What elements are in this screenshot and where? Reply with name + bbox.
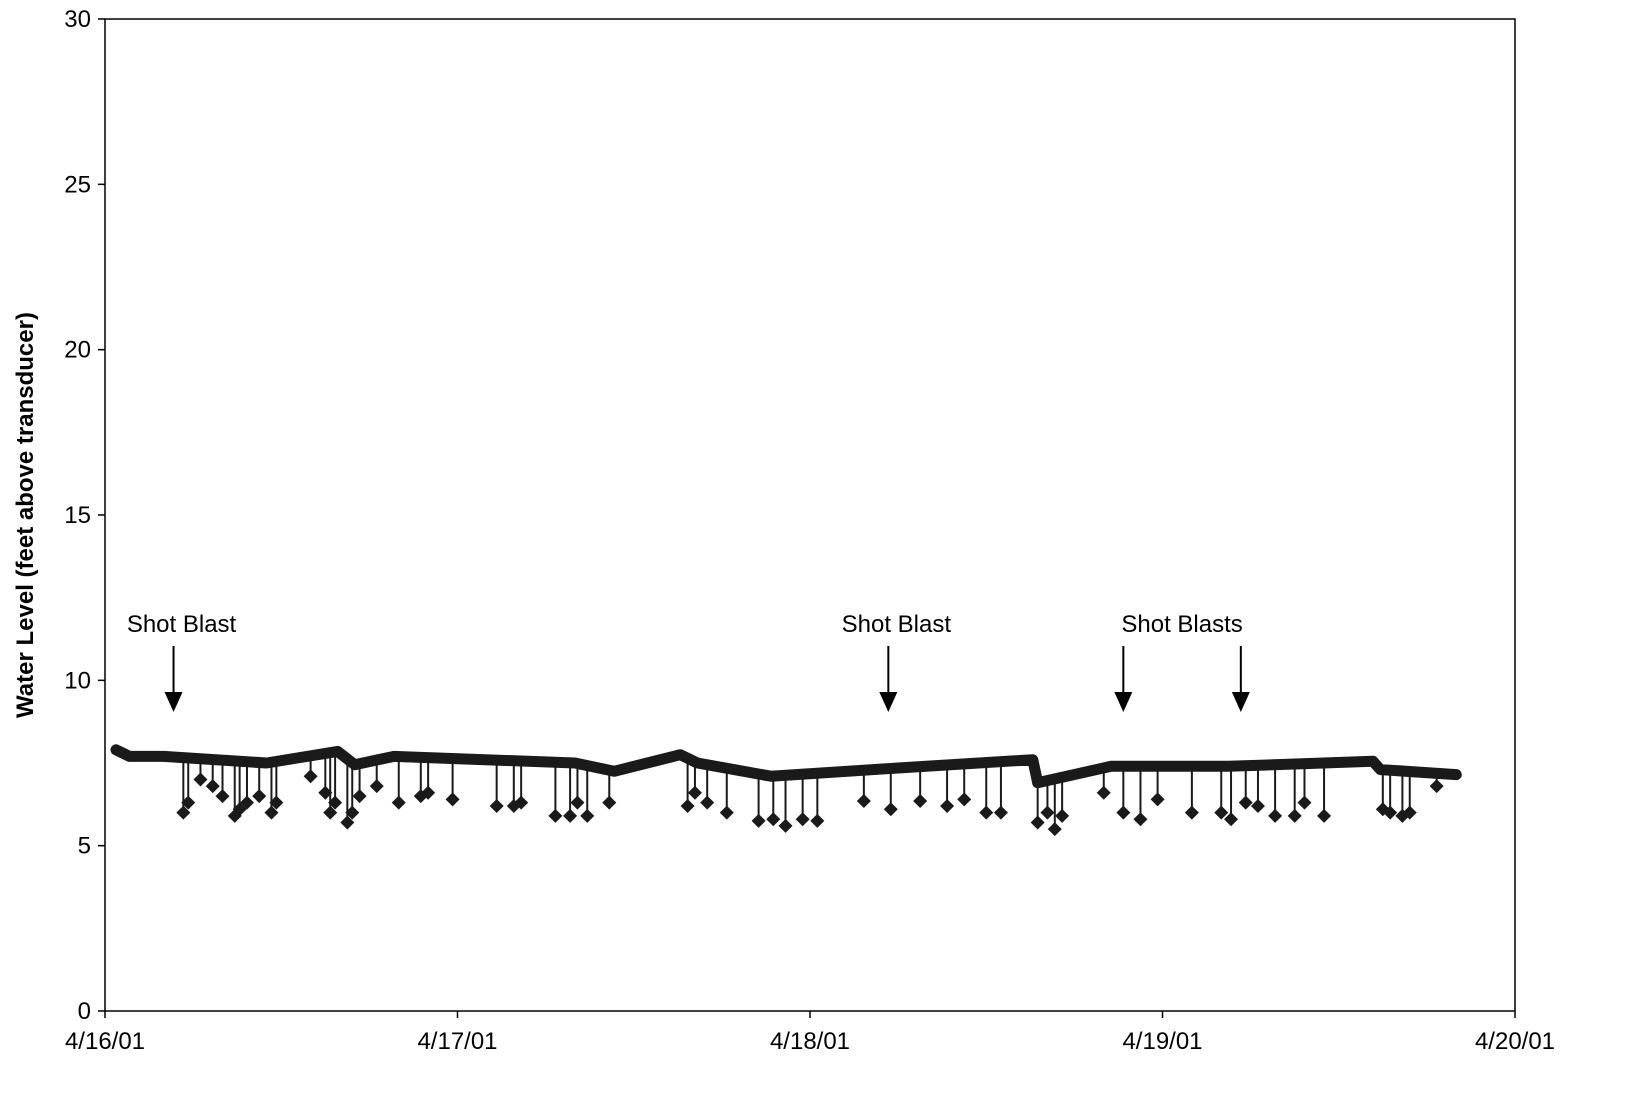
data-point-marker (1150, 792, 1165, 807)
data-point-marker (1224, 812, 1239, 827)
data-point-marker (883, 802, 898, 817)
data-point-marker (570, 795, 585, 810)
x-tick-label: 4/20/01 (1475, 1028, 1555, 1055)
data-point-marker (1383, 805, 1398, 820)
annotation-label: Shot Blasts (1121, 611, 1242, 638)
data-point-marker (580, 808, 595, 823)
data-point-marker (957, 792, 972, 807)
data-point-marker (810, 813, 825, 828)
data-point-marker (1055, 808, 1070, 823)
y-axis-title: Water Level (feet above transducer) (12, 312, 39, 718)
data-point-marker (1030, 815, 1045, 830)
data-point-marker (193, 772, 208, 787)
data-point-marker (1297, 795, 1312, 810)
water-level-series (110, 744, 1462, 837)
data-point-marker (269, 795, 284, 810)
data-point-marker (687, 785, 702, 800)
data-point-marker (176, 805, 191, 820)
data-point-marker (369, 779, 384, 794)
data-point-marker (1238, 795, 1253, 810)
data-point-marker (1047, 822, 1062, 837)
data-point-marker (795, 812, 810, 827)
y-tick-label: 20 (64, 337, 91, 364)
annotation-arrow-head (879, 692, 898, 712)
data-point-marker (421, 785, 436, 800)
water-level-line (110, 744, 1462, 789)
annotation-label: Shot Blast (127, 611, 237, 638)
data-point-marker (602, 795, 617, 810)
data-point-marker (719, 805, 734, 820)
data-point-marker (345, 805, 360, 820)
y-tick-label: 5 (78, 833, 91, 860)
y-tick-label: 15 (64, 502, 91, 529)
data-point-marker (1317, 808, 1332, 823)
data-point-marker (751, 813, 766, 828)
data-point-marker (445, 792, 460, 807)
annotation-arrow-head (1231, 692, 1250, 712)
x-tick-label: 4/16/01 (65, 1028, 145, 1055)
x-tick-label: 4/17/01 (417, 1028, 497, 1055)
data-point-marker (264, 805, 279, 820)
data-point-marker (239, 795, 254, 810)
annotations: Shot Blast Shot Blast Shot Blasts (127, 611, 1250, 712)
data-point-marker (328, 795, 343, 810)
data-point-marker (340, 815, 355, 830)
data-point-marker (318, 785, 333, 800)
data-point-marker (913, 794, 928, 809)
x-tick-label: 4/18/01 (770, 1028, 850, 1055)
data-point-marker (514, 795, 529, 810)
data-point-marker (680, 798, 695, 813)
x-tick-label: 4/19/01 (1122, 1028, 1202, 1055)
data-point-marker (1268, 808, 1283, 823)
data-point-marker (856, 794, 871, 809)
plot-area-frame (104, 18, 1516, 1012)
data-point-marker (252, 789, 267, 804)
y-tick-label: 30 (64, 6, 91, 33)
data-point-marker (323, 805, 338, 820)
data-point-marker (205, 779, 220, 794)
data-point-marker (548, 808, 563, 823)
data-point-marker (563, 808, 578, 823)
data-point-marker (215, 789, 230, 804)
annotation-arrow-head (1114, 692, 1133, 712)
data-point-marker (352, 789, 367, 804)
data-point-marker (1402, 805, 1417, 820)
data-point-marker (1287, 808, 1302, 823)
data-point-marker (1133, 812, 1148, 827)
data-point-marker (1429, 779, 1444, 794)
annotation-label: Shot Blast (842, 611, 952, 638)
data-point-marker (1214, 805, 1229, 820)
data-point-marker (181, 795, 196, 810)
y-tick-label: 10 (64, 667, 91, 694)
data-point-marker (700, 795, 715, 810)
data-point-marker (391, 795, 406, 810)
data-point-marker (1040, 805, 1055, 820)
data-point-marker (1096, 785, 1111, 800)
data-point-marker (993, 805, 1008, 820)
data-point-marker (489, 798, 504, 813)
annotation-arrow-head (164, 692, 183, 712)
y-axis: 0 5 10 15 20 25 30 (64, 6, 105, 1025)
data-point-marker (979, 805, 994, 820)
data-point-marker (940, 798, 955, 813)
data-point-marker (1116, 805, 1131, 820)
data-point-marker (1184, 805, 1199, 820)
data-point-marker (303, 769, 318, 784)
y-tick-label: 0 (78, 998, 91, 1025)
x-axis: 4/16/01 4/17/01 4/18/01 4/19/01 4/20/01 (65, 1011, 1555, 1055)
data-point-marker (1250, 798, 1265, 813)
data-point-marker (766, 812, 781, 827)
data-point-marker (778, 818, 793, 833)
y-tick-label: 25 (64, 171, 91, 198)
